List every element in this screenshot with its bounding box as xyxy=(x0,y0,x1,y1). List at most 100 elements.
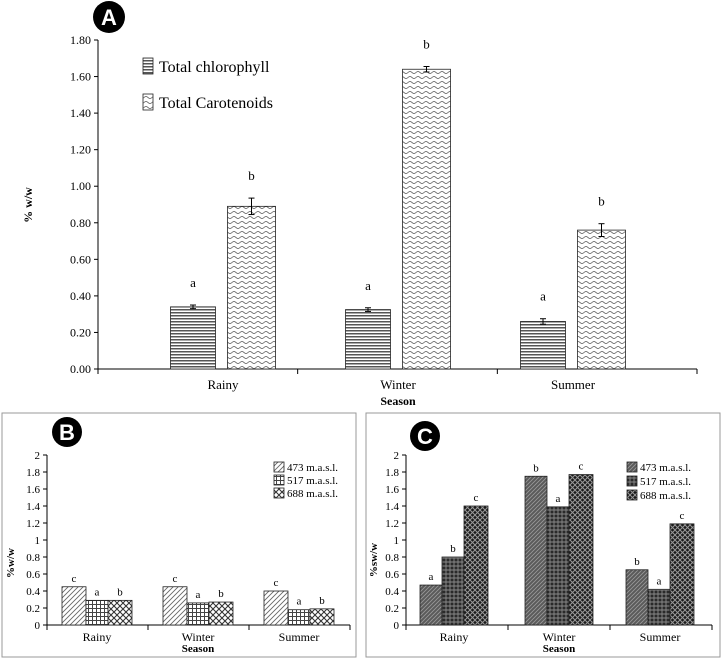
legend-label: 688 m.a.s.l. xyxy=(287,488,338,500)
bar-b-s1-c1 xyxy=(186,602,210,626)
significance-label: b xyxy=(450,543,456,555)
panel-badge-b: B xyxy=(52,417,82,447)
significance-label: b xyxy=(248,168,255,183)
significance-label: b xyxy=(634,556,640,568)
y-tick-label: 0.2 xyxy=(385,603,399,615)
legend-label: 688 m.a.s.l. xyxy=(640,490,691,502)
significance-label: a xyxy=(365,278,371,293)
significance-label: a xyxy=(429,571,434,583)
significance-label: b xyxy=(423,37,430,52)
bar-b-s2-c1 xyxy=(208,601,234,626)
legend-swatch xyxy=(626,475,638,487)
panel-badge-c: C xyxy=(410,421,440,451)
panel-c-xlabel: Season xyxy=(543,643,575,655)
bar-a-s0-c2 xyxy=(520,321,566,370)
significance-label: b xyxy=(598,194,605,209)
significance-label: b xyxy=(533,462,539,474)
y-tick-label: 0 xyxy=(35,620,41,632)
bar-c-s2-c2 xyxy=(669,523,695,626)
bar-b-s0-c2 xyxy=(263,590,289,626)
y-tick-label: 0.6 xyxy=(385,569,399,581)
legend-swatch xyxy=(626,461,638,473)
significance-label: c xyxy=(579,461,584,473)
significance-label: c xyxy=(474,492,479,504)
category-label: Rainy xyxy=(440,630,469,644)
y-tick-label: 0.80 xyxy=(70,216,91,230)
y-tick-label: 1.40 xyxy=(70,106,91,120)
bar-b-s0-c0 xyxy=(61,586,87,626)
bar-c-s0-c1 xyxy=(524,475,548,626)
legend-label: 517 m.a.s.l. xyxy=(287,475,338,487)
category-label: Summer xyxy=(279,630,320,644)
y-tick-label: 0.4 xyxy=(385,586,399,598)
panel-c-frame xyxy=(365,412,721,658)
bar-c-s1-c0 xyxy=(441,556,465,626)
significance-label: b xyxy=(218,588,224,600)
y-tick-label: 0.6 xyxy=(26,569,40,581)
legend-label: 517 m.a.s.l. xyxy=(640,476,691,488)
bar-c-s0-c2 xyxy=(625,569,649,626)
y-tick-label: 0.2 xyxy=(26,603,40,615)
y-tick-label: 0.20 xyxy=(70,325,91,339)
significance-label: a xyxy=(95,586,100,598)
legend-label: 473 m.a.s.l. xyxy=(287,462,338,474)
legend-swatch xyxy=(273,461,285,473)
y-tick-label: 2 xyxy=(35,450,41,462)
y-tick-label: 0.60 xyxy=(70,252,91,266)
y-tick-label: 1.8 xyxy=(385,467,399,479)
y-tick-label: 1.6 xyxy=(385,484,399,496)
bar-a-s1-c1 xyxy=(402,68,451,370)
panel-b-frame xyxy=(1,412,357,658)
y-tick-label: 1.6 xyxy=(26,484,40,496)
panel-a-ylabel: % w/w xyxy=(21,187,35,223)
panel-c: %sw/w Season 0 0.2 0.4 0.6 0.8 1 1.2 1.4 1.6 1.8 2… xyxy=(368,450,713,655)
bar-b-s1-c2 xyxy=(287,609,311,626)
y-tick-label: 1.4 xyxy=(385,501,399,513)
significance-label: c xyxy=(274,577,279,589)
y-tick-label: 1.20 xyxy=(70,143,91,157)
bar-b-s2-c2 xyxy=(309,608,335,626)
y-tick-label: 2 xyxy=(394,450,400,462)
svg-text:C: C xyxy=(417,424,433,449)
significance-label: c xyxy=(173,573,178,585)
legend-swatch xyxy=(142,57,154,75)
legend-swatch xyxy=(626,489,638,501)
bar-a-s1-c0 xyxy=(227,205,276,370)
significance-label: b xyxy=(319,595,325,607)
category-label: Rainy xyxy=(83,630,112,644)
panel-b-xlabel: Season xyxy=(182,643,214,655)
significance-label: c xyxy=(680,510,685,522)
y-tick-label: 1.2 xyxy=(26,518,40,530)
legend-swatch xyxy=(273,487,285,499)
significance-label: a xyxy=(540,289,546,304)
bar-a-s1-c2 xyxy=(577,229,626,370)
category-label: Rainy xyxy=(207,377,239,392)
category-label: Winter xyxy=(543,630,576,644)
bar-c-s2-c0 xyxy=(463,505,489,626)
bar-b-s2-c0 xyxy=(107,599,133,626)
legend-label: Total Carotenoids xyxy=(159,95,273,112)
panel-a-xlabel: Season xyxy=(380,394,416,408)
bar-b-s1-c0 xyxy=(85,599,109,626)
significance-label: b xyxy=(117,586,123,598)
y-tick-label: 1.8 xyxy=(26,467,40,479)
legend-label: Total chlorophyll xyxy=(159,59,270,76)
significance-label: c xyxy=(72,573,77,585)
bar-c-s1-c1 xyxy=(546,506,570,626)
significance-label: a xyxy=(190,275,196,290)
y-tick-label: 0.40 xyxy=(70,289,91,303)
panel-b: %w/w Season 00.20.40.60.811.21.41.61.82 … xyxy=(5,450,351,655)
panel-c-ylabel: %sw/w xyxy=(368,543,380,577)
y-tick-label: 1.4 xyxy=(26,501,40,513)
y-tick-label: 1.2 xyxy=(385,518,399,530)
category-label: Winter xyxy=(380,377,416,392)
legend-swatch xyxy=(273,474,285,486)
bar-c-s0-c0 xyxy=(419,584,443,626)
legend-label: 473 m.a.s.l. xyxy=(640,462,691,474)
category-label: Summer xyxy=(551,377,596,392)
y-tick-label: 0 xyxy=(394,620,400,632)
y-tick-label: 1.80 xyxy=(70,33,91,47)
y-tick-label: 1 xyxy=(394,535,400,547)
bar-a-s0-c1 xyxy=(345,309,391,370)
y-tick-label: 0.8 xyxy=(385,552,399,564)
